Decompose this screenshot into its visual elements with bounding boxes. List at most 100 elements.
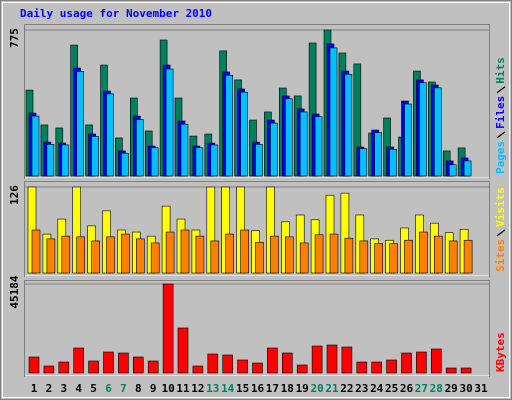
- bar: [43, 365, 55, 374]
- bar: [314, 116, 323, 177]
- x-tick-label: 23: [355, 382, 368, 395]
- bar: [150, 147, 159, 177]
- bar: [433, 87, 442, 177]
- bar: [326, 344, 338, 374]
- bar: [463, 239, 473, 274]
- bar: [91, 240, 100, 274]
- bar: [121, 152, 129, 177]
- bar: [58, 361, 70, 374]
- y-tick-label: 45184: [8, 275, 21, 308]
- x-tick-label: 17: [266, 382, 279, 395]
- bar: [225, 233, 234, 274]
- bar: [46, 144, 55, 177]
- legend-separator: [496, 131, 506, 139]
- x-tick-label: 19: [296, 382, 309, 395]
- bar: [165, 68, 174, 177]
- bar: [255, 241, 264, 274]
- bar: [121, 233, 130, 274]
- bar: [267, 347, 278, 374]
- bar: [210, 144, 219, 177]
- bar: [404, 239, 413, 274]
- x-tick-label: 7: [120, 382, 127, 395]
- x-tick-label: 26: [400, 382, 414, 395]
- bar: [404, 103, 412, 177]
- x-tick-label: 6: [105, 382, 112, 395]
- bar: [344, 237, 354, 274]
- bar: [103, 351, 114, 374]
- x-tick-label: 9: [150, 382, 157, 395]
- x-tick-label: 18: [281, 382, 294, 395]
- x-tick-label: 10: [161, 382, 174, 395]
- bar: [389, 148, 397, 177]
- bar: [401, 352, 412, 374]
- bar: [31, 229, 41, 274]
- bar: [374, 132, 383, 177]
- bar: [91, 136, 99, 177]
- x-tick-label: 21: [325, 382, 339, 395]
- bar: [374, 243, 384, 274]
- legend-separator: [496, 229, 506, 237]
- x-tick-label: 31: [474, 382, 488, 395]
- x-tick-label: 15: [236, 382, 249, 395]
- bar: [359, 240, 369, 274]
- bar: [460, 367, 472, 374]
- x-tick-label: 25: [385, 382, 398, 395]
- bar: [222, 354, 233, 374]
- bar: [448, 240, 458, 274]
- bar: [162, 283, 174, 374]
- legend-entry: KBytes: [494, 332, 507, 372]
- bar: [311, 345, 323, 374]
- bar: [284, 236, 294, 274]
- x-tick-label: 22: [340, 382, 353, 395]
- bar: [314, 234, 324, 274]
- x-tick-label: 20: [310, 382, 323, 395]
- bar: [76, 71, 84, 177]
- legend-entry: Pages: [494, 141, 507, 174]
- x-tick-label: 29: [445, 382, 458, 395]
- x-tick-label: 27: [415, 382, 428, 395]
- bar: [118, 352, 129, 374]
- bar: [448, 164, 457, 177]
- bar: [416, 351, 427, 374]
- bar: [445, 367, 457, 374]
- bar: [270, 122, 278, 177]
- legend-entry: Files: [494, 96, 507, 129]
- x-tick-label: 2: [46, 382, 53, 395]
- x-tick-label: 3: [60, 382, 67, 395]
- legend-entry: Visits: [494, 187, 507, 227]
- bar: [359, 148, 368, 177]
- y-tick-label: 126: [8, 185, 21, 205]
- bar: [281, 352, 293, 374]
- bar: [299, 111, 308, 177]
- bar: [329, 47, 338, 177]
- bar: [341, 346, 353, 374]
- x-tick-label: 28: [430, 382, 443, 395]
- bar: [270, 235, 279, 274]
- bar: [463, 160, 472, 177]
- x-tick-label: 14: [221, 382, 235, 395]
- bar: [76, 236, 85, 274]
- bar: [386, 359, 397, 374]
- y-tick-label: 775: [8, 28, 21, 48]
- bar: [296, 364, 308, 374]
- legend-entry: Sites: [494, 239, 507, 272]
- x-tick-label: 24: [370, 382, 384, 395]
- x-tick-label: 11: [176, 382, 190, 395]
- bar: [136, 238, 145, 274]
- bar: [195, 235, 205, 274]
- x-tick-label: 1: [31, 382, 38, 395]
- bar: [430, 348, 442, 374]
- bar: [419, 82, 427, 177]
- bar: [136, 119, 144, 177]
- bar: [371, 361, 383, 374]
- bar: [28, 356, 40, 374]
- bar: [177, 327, 189, 374]
- bar: [106, 236, 115, 274]
- bar: [255, 144, 263, 177]
- bar: [31, 115, 40, 177]
- bar: [180, 123, 189, 177]
- bar: [207, 353, 219, 374]
- x-tick-label: 16: [251, 382, 265, 395]
